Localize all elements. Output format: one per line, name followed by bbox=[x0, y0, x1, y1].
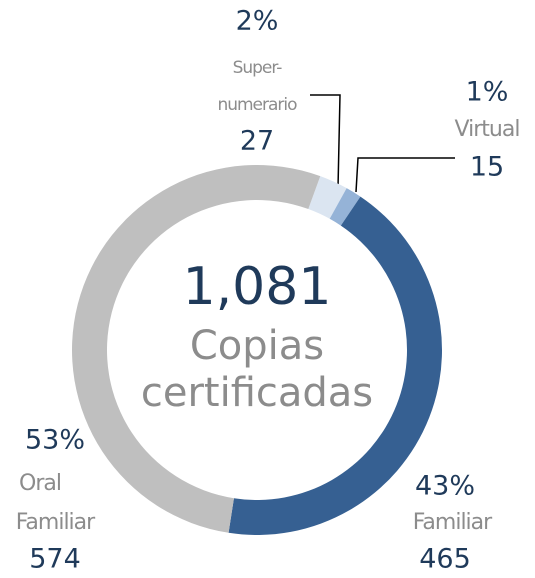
category-label: Oral bbox=[19, 471, 61, 496]
category-label: Familiar bbox=[16, 510, 96, 535]
total: 1,081 bbox=[183, 257, 332, 317]
donut-segment bbox=[228, 196, 443, 536]
leader-line bbox=[355, 157, 455, 193]
category-label: Familiar bbox=[413, 510, 493, 535]
value-label: 465 bbox=[419, 544, 471, 575]
donut-segment bbox=[329, 188, 361, 226]
leader-line bbox=[310, 94, 341, 189]
value-label: 574 bbox=[29, 544, 81, 575]
category-label: Virtual bbox=[455, 117, 520, 142]
value-label: 15 bbox=[470, 152, 504, 183]
center-label: Copias bbox=[190, 323, 324, 369]
donut-segment bbox=[308, 176, 347, 219]
percent-label: 2% bbox=[236, 6, 279, 37]
donut-segment bbox=[72, 165, 321, 533]
value-label: 27 bbox=[240, 126, 274, 157]
percent-label: 43% bbox=[415, 471, 475, 502]
center-label: certificadas bbox=[141, 370, 373, 416]
category-label: numerario bbox=[217, 95, 297, 115]
percent-label: 1% bbox=[466, 77, 509, 108]
percent-label: 53% bbox=[25, 425, 85, 456]
category-label: Super- bbox=[233, 58, 283, 78]
